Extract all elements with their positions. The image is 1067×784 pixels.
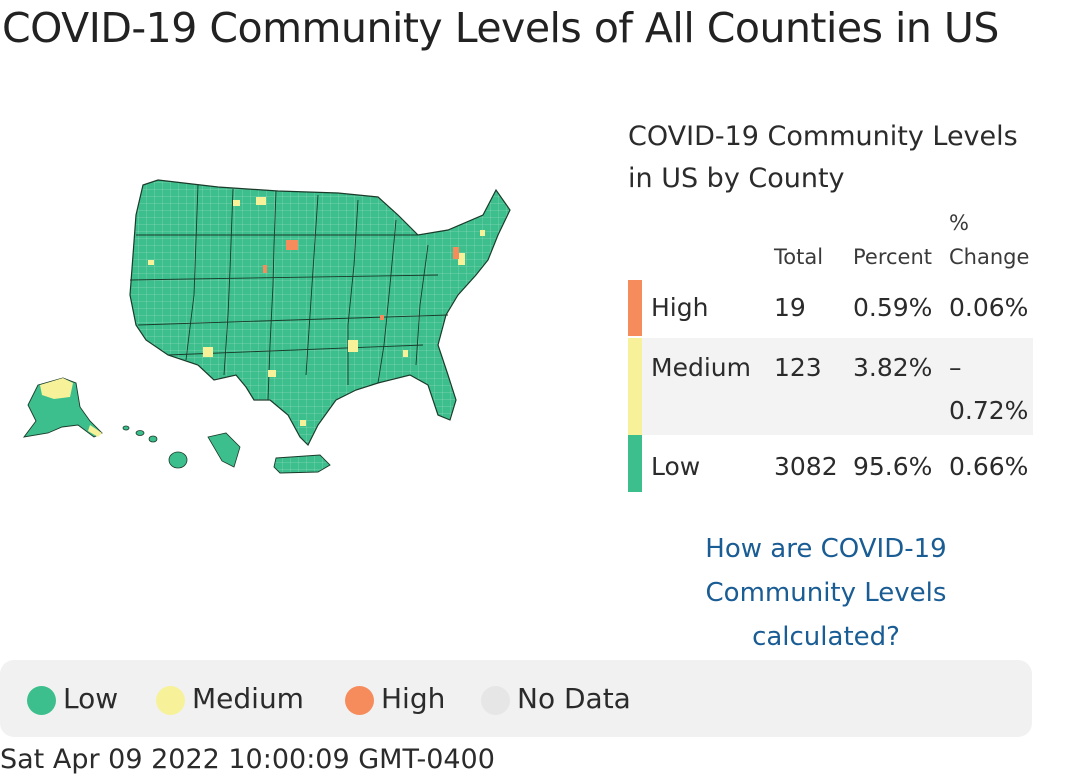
legend-label-no-data: No Data: [517, 682, 631, 715]
medium-color-bar: [628, 338, 642, 435]
percent-value: 0.59%: [853, 293, 933, 322]
map-legend: Low Medium High No Data: [0, 660, 1032, 737]
update-timestamp: Sat Apr 09 2022 10:00:09 GMT-0400: [0, 744, 495, 775]
legend-dot-medium: [156, 686, 185, 715]
change-value: 0.06%: [949, 293, 1029, 322]
header-percent: Percent: [853, 245, 933, 269]
legend-label-low: Low: [63, 682, 119, 715]
legend-label-medium: Medium: [192, 682, 304, 715]
percent-value: 3.82%: [853, 353, 933, 382]
page-title: COVID-19 Community Levels of All Countie…: [2, 4, 999, 52]
total-value: 19: [774, 293, 806, 322]
level-label: Low: [651, 452, 701, 481]
row-high: High 19 0.59% 0.06%: [628, 280, 1033, 336]
mid-pacific-territory-shape[interactable]: [207, 432, 241, 468]
high-color-bar: [628, 280, 642, 336]
total-value: 3082: [774, 452, 838, 481]
us-county-map[interactable]: [18, 175, 528, 495]
change-value: 0.66%: [949, 452, 1029, 481]
level-label: High: [651, 293, 709, 322]
total-value: 123: [774, 353, 822, 382]
puerto-rico-shape[interactable]: [273, 454, 331, 474]
row-medium: Medium 123 3.82% – 0.72%: [628, 338, 1033, 435]
legend-dot-high: [345, 686, 374, 715]
percent-value: 95.6%: [853, 452, 933, 481]
summary-title: COVID-19 Community Levels in US by Count…: [628, 121, 1018, 194]
header-change-line2: Change: [949, 245, 1030, 269]
legend-dot-no-data: [481, 686, 510, 715]
change-value-line2: 0.72%: [949, 396, 1029, 425]
header-change-line1: %: [949, 211, 969, 235]
header-total: Total: [774, 245, 824, 269]
row-low: Low 3082 95.6% 0.66%: [628, 435, 1033, 492]
hawaii-shape[interactable]: [122, 425, 188, 469]
low-color-bar: [628, 435, 642, 492]
summary-panel: COVID-19 Community Levels in US by Count…: [628, 116, 1033, 492]
level-label: Medium: [651, 353, 751, 382]
contiguous-us-shape[interactable]: [129, 179, 511, 447]
legend-label-high: High: [381, 682, 446, 715]
change-value-line1: –: [949, 353, 962, 382]
how-calculated-link[interactable]: How are COVID-19 Community Levels calcul…: [705, 534, 947, 652]
legend-dot-low: [27, 686, 56, 715]
